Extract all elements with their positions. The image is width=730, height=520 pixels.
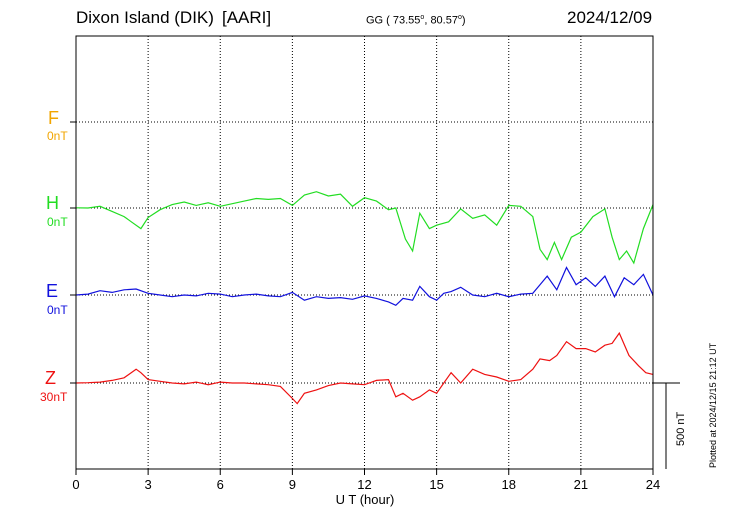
x-axis-ticks: 0 3 6 9 12 15 18 21 24 — [72, 469, 660, 492]
coords-mid: , 80.57 — [424, 14, 458, 27]
plot-credit: Plotted at 2024/12/15 21:12 UT — [708, 342, 718, 468]
label-Z: Z — [45, 368, 56, 388]
x-axis-label: U T (hour) — [336, 492, 395, 507]
degree-mark-2: o — [457, 14, 462, 21]
label-E: E — [46, 281, 58, 301]
degree-mark-1: o — [420, 14, 425, 21]
label-H: H — [46, 193, 59, 213]
series-layer — [75, 191, 654, 405]
station-name: Dixon Island (DIK) — [76, 8, 214, 27]
series-line-Z — [75, 331, 654, 405]
x-tick-label: 12 — [357, 477, 371, 492]
institute-code: [AARI] — [222, 8, 272, 27]
label-F: F — [48, 108, 59, 128]
x-tick-label: 3 — [145, 477, 152, 492]
coords-suffix: ) — [461, 14, 466, 27]
scale-bar-label: 500 nT — [675, 411, 687, 446]
baseline-H: 0nT — [47, 215, 68, 229]
x-tick-label: 24 — [646, 477, 660, 492]
x-tick-label: 18 — [502, 477, 516, 492]
plot-date: 2024/12/09 — [567, 8, 653, 27]
coords-prefix: GG ( 73.55 — [366, 14, 421, 27]
geographic-coordinates: GG ( 73.55o, 80.57o) — [366, 14, 466, 27]
x-tick-label: 9 — [289, 477, 296, 492]
baseline-F: 0nT — [47, 129, 68, 143]
x-tick-label: 15 — [429, 477, 443, 492]
x-tick-label: 0 — [72, 477, 79, 492]
x-tick-label: 21 — [574, 477, 588, 492]
baseline-Z: 30nT — [40, 390, 68, 404]
baseline-E: 0nT — [47, 303, 68, 317]
grid-lines — [70, 36, 653, 469]
series-line-E — [75, 266, 654, 307]
series-line-H — [75, 191, 654, 265]
x-tick-label: 6 — [217, 477, 224, 492]
